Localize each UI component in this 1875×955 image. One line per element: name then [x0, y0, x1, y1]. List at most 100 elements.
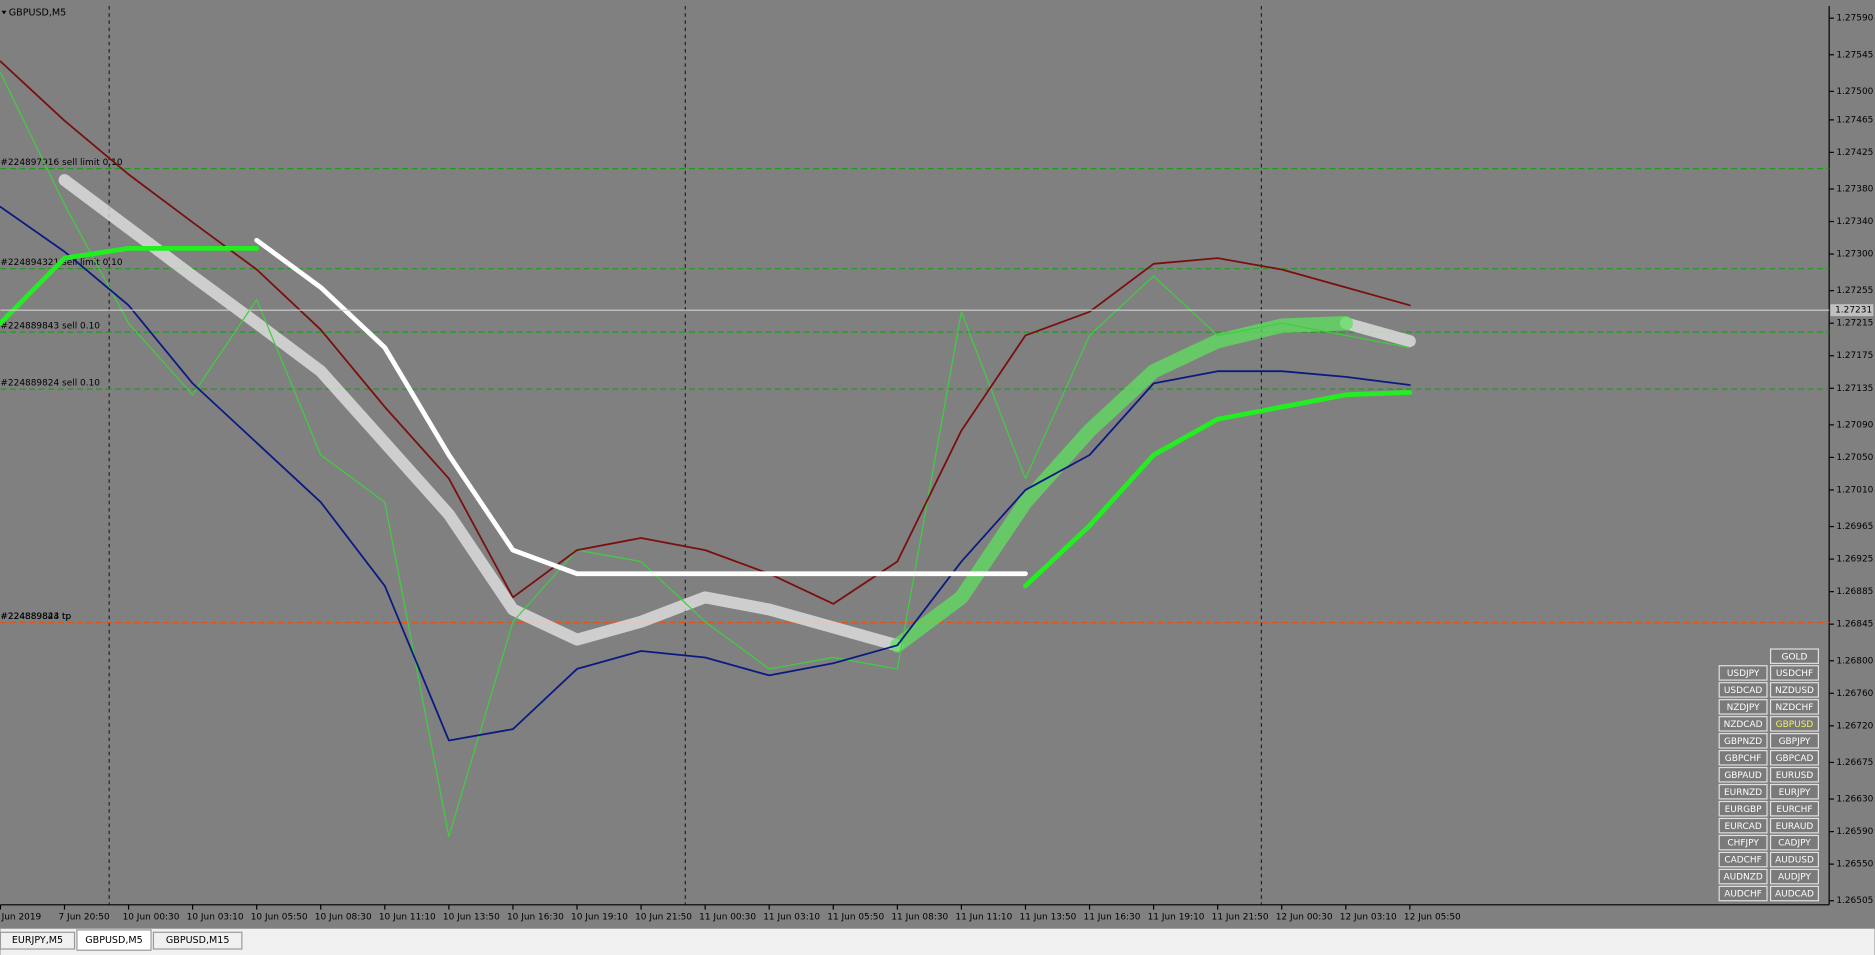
symbol-label[interactable]: EURAUD	[1776, 822, 1814, 832]
symbol-button[interactable]	[1769, 716, 1819, 732]
tab[interactable]	[0, 931, 76, 950]
symbol-label[interactable]: AUDUSD	[1775, 856, 1814, 866]
symbol-button[interactable]	[1718, 783, 1768, 800]
x-tick-label: 11 Jun 00:30	[699, 912, 756, 922]
symbol-button[interactable]	[1718, 851, 1768, 868]
symbol-label[interactable]: EURUSD	[1776, 771, 1814, 781]
symbol-button[interactable]	[1769, 851, 1819, 868]
symbol-label[interactable]: GBPCHF	[1725, 754, 1762, 764]
symbol-label[interactable]: EURCAD	[1724, 822, 1761, 832]
current-price-box	[1830, 304, 1874, 317]
x-tick-label: 11 Jun 08:30	[891, 912, 948, 922]
x-tick-label: 12 Jun 05:50	[1404, 912, 1461, 922]
symbol-button[interactable]	[1769, 648, 1819, 664]
order-label: #224889843 tp	[0, 612, 71, 622]
symbol-label[interactable]: GBPNZD	[1724, 737, 1762, 747]
y-tick-label: 1.26505	[1836, 896, 1873, 906]
y-tick-label: 1.26965	[1836, 522, 1873, 532]
series-line	[1339, 317, 1416, 348]
symbol-label[interactable]: EURGBP	[1725, 805, 1763, 815]
symbol-button[interactable]	[1718, 817, 1768, 834]
tab-label[interactable]: GBPUSD,M15	[166, 935, 230, 946]
symbol-label[interactable]: GOLD	[1782, 652, 1808, 662]
symbol-button[interactable]	[1769, 665, 1819, 681]
symbol-label[interactable]: AUDCAD	[1775, 890, 1814, 900]
series-line	[890, 316, 1353, 653]
symbol-label[interactable]: AUDJPY	[1778, 873, 1811, 883]
symbol-button[interactable]	[1718, 682, 1768, 698]
symbol-label[interactable]: USDJPY	[1727, 669, 1760, 679]
tab[interactable]	[76, 929, 152, 951]
x-tick-label: 10 Jun 21:50	[635, 912, 692, 922]
symbol-button[interactable]	[1718, 834, 1768, 851]
symbol-label[interactable]: AUDNZD	[1723, 873, 1762, 883]
order-label: #224897916 sell limit 0.10	[0, 158, 122, 168]
symbol-button[interactable]	[1769, 750, 1819, 766]
symbol-label[interactable]: GBPCAD	[1776, 754, 1814, 764]
y-tick-label: 1.26885	[1836, 587, 1873, 597]
symbol-button[interactable]	[1718, 750, 1768, 766]
symbol-label[interactable]: USDCAD	[1724, 686, 1763, 696]
x-tick-label: Jun 2019	[1, 912, 42, 922]
y-tick-label: 1.27340	[1836, 217, 1873, 227]
symbol-button[interactable]	[1718, 665, 1768, 681]
symbol-button[interactable]	[1769, 733, 1819, 749]
tab[interactable]	[152, 931, 243, 950]
symbol-button[interactable]	[1769, 699, 1819, 715]
symbol-button[interactable]	[1769, 868, 1819, 885]
x-tick-label: 10 Jun 16:30	[507, 912, 564, 922]
x-tick-label: 10 Jun 05:50	[251, 912, 308, 922]
symbol-label[interactable]: GBPUSD	[1776, 720, 1814, 730]
x-tick-label: 11 Jun 13:50	[1019, 912, 1076, 922]
y-tick-label: 1.27465	[1836, 115, 1873, 125]
symbol-label[interactable]: GBPJPY	[1779, 737, 1811, 747]
y-tick-label: 1.27175	[1836, 351, 1873, 361]
symbol-label[interactable]: CHFJPY	[1727, 839, 1759, 849]
symbol-label[interactable]: EURJPY	[1779, 788, 1811, 798]
x-tick-label: 11 Jun 16:30	[1084, 912, 1141, 922]
symbol-label[interactable]: NZDCHF	[1776, 703, 1814, 713]
symbol-label[interactable]: EURCHF	[1776, 805, 1812, 815]
symbol-button[interactable]	[1769, 800, 1819, 817]
symbol-button[interactable]	[1718, 766, 1768, 783]
x-tick-label: 11 Jun 05:50	[827, 912, 884, 922]
symbol-button[interactable]	[1769, 834, 1819, 851]
y-tick-label: 1.26800	[1836, 656, 1873, 666]
symbol-button[interactable]	[1718, 716, 1768, 732]
y-tick-label: 1.27135	[1836, 384, 1873, 394]
x-tick-label: 11 Jun 21:50	[1212, 912, 1269, 922]
series-line	[254, 237, 1028, 577]
y-tick-label: 1.27425	[1836, 148, 1873, 158]
symbol-label[interactable]: USDCHF	[1776, 669, 1813, 679]
symbol-button[interactable]	[1718, 868, 1768, 885]
symbol-button[interactable]	[1769, 766, 1819, 783]
y-tick-label: 1.26925	[1836, 555, 1873, 565]
symbol-label[interactable]: CADJPY	[1778, 839, 1811, 849]
symbol-label[interactable]: NZDJPY	[1727, 703, 1761, 713]
tab-label[interactable]: GBPUSD,M5	[85, 935, 142, 946]
symbol-button[interactable]	[1718, 733, 1768, 749]
symbol-label[interactable]: EURNZD	[1724, 788, 1762, 798]
series-line	[58, 174, 904, 652]
tab-label[interactable]: EURJPY,M5	[12, 935, 63, 946]
symbol-label[interactable]: NZDCAD	[1724, 720, 1763, 730]
symbol-label[interactable]: GBPAUD	[1724, 771, 1762, 781]
symbol-button[interactable]	[1769, 817, 1819, 834]
symbol-label[interactable]: CADCHF	[1724, 856, 1761, 866]
y-tick-label: 1.27010	[1836, 485, 1873, 495]
x-tick-label: 7 Jun 20:50	[59, 912, 110, 922]
series-line	[0, 205, 1411, 742]
tab-bar	[0, 928, 1875, 955]
x-tick-label: 10 Jun 03:10	[187, 912, 244, 922]
symbol-button[interactable]	[1718, 885, 1768, 902]
symbol-button[interactable]	[1769, 885, 1819, 902]
symbol-button[interactable]	[1718, 699, 1768, 715]
symbol-label[interactable]: AUDCHF	[1724, 890, 1762, 900]
y-tick-label: 1.27590	[1836, 14, 1873, 24]
symbol-button[interactable]	[1769, 682, 1819, 698]
symbol-label[interactable]: NZDUSD	[1775, 686, 1814, 696]
symbol-button[interactable]	[1769, 783, 1819, 800]
x-tick-label: 11 Jun 11:10	[955, 912, 1012, 922]
symbol-button[interactable]	[1718, 800, 1768, 817]
